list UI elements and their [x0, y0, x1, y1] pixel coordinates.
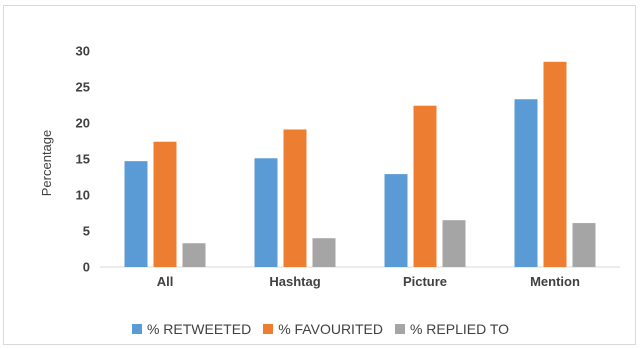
bar-mention-series-1: [543, 61, 567, 267]
legend-item-replied: % REPLIED TO: [394, 321, 510, 337]
legend-swatch-retweeted: [131, 324, 142, 334]
legend-item-retweeted: % RETWEETED: [131, 321, 252, 337]
x-category-label: Mention: [530, 274, 580, 289]
y-tick-label: 10: [76, 188, 90, 203]
bar-picture-series-0: [384, 174, 408, 267]
legend: % RETWEETED % FAVOURITED % REPLIED TO: [0, 319, 641, 339]
legend-label-favourited: % FAVOURITED: [278, 321, 383, 337]
y-tick-label: 20: [76, 116, 90, 131]
bar-picture-series-1: [413, 105, 437, 267]
bar-hashtag-series-2: [312, 238, 336, 267]
bar-hashtag-series-0: [254, 158, 278, 267]
y-tick-label: 25: [76, 80, 90, 95]
bar-all-series-0: [124, 161, 148, 267]
y-tick-label: 5: [83, 224, 90, 239]
bar-mention-series-0: [514, 99, 538, 268]
bar-all-series-1: [153, 141, 177, 267]
bar-picture-series-2: [442, 220, 466, 267]
y-tick-label: 30: [76, 44, 90, 59]
bar-hashtag-series-1: [283, 129, 307, 267]
legend-label-retweeted: % RETWEETED: [146, 321, 252, 337]
y-tick-label: 15: [76, 152, 90, 167]
bar-all-series-2: [182, 243, 206, 267]
x-category-label: All: [157, 274, 174, 289]
legend-swatch-replied: [394, 324, 405, 334]
legend-label-replied: % REPLIED TO: [409, 321, 510, 337]
x-category-label: Hashtag: [269, 274, 320, 289]
legend-item-favourited: % FAVOURITED: [263, 321, 383, 337]
bar-mention-series-2: [572, 223, 596, 267]
y-tick-label: 0: [83, 260, 90, 275]
x-category-label: Picture: [403, 274, 447, 289]
y-axis-label: Percentage: [39, 130, 54, 197]
legend-swatch-favourited: [263, 324, 274, 334]
